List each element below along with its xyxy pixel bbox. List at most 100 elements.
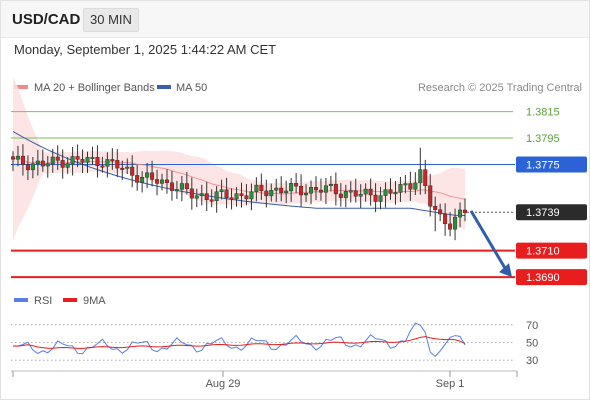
candle-body: [40, 160, 45, 167]
chart-datetime: Monday, September 1, 2025 1:44:22 AM CET: [14, 42, 277, 57]
candle: [408, 171, 413, 201]
candle: [433, 196, 438, 232]
candle-body: [35, 160, 40, 164]
candle-body: [184, 183, 189, 190]
candle-body: [199, 193, 204, 197]
current-price-badge: [516, 204, 587, 221]
candle-body: [150, 172, 155, 180]
candle-body: [50, 156, 55, 164]
candle: [269, 183, 274, 202]
candle-body: [189, 188, 194, 199]
level-badge-1.3710: [516, 242, 587, 259]
candle-body: [75, 156, 80, 160]
candle: [343, 184, 348, 208]
rsi-legend: RSI 9MA: [14, 295, 106, 307]
candle: [20, 144, 25, 176]
candle-body: [65, 163, 70, 168]
candle-body: [328, 183, 333, 186]
candle: [209, 189, 214, 208]
timeframe-badge[interactable]: 30 MIN: [83, 8, 139, 32]
candle: [90, 146, 95, 166]
candle-body: [55, 156, 60, 161]
candle: [353, 178, 358, 203]
rsi-line: [12, 322, 466, 358]
candle: [239, 182, 244, 208]
forecast-arrow: [469, 210, 512, 278]
candle: [274, 178, 279, 203]
candle-body: [309, 187, 314, 194]
bollinger-legend-label: MA 20 + Bollinger Bands: [34, 82, 155, 94]
candle-body: [289, 183, 294, 192]
symbol-title: USD/CAD: [12, 11, 81, 28]
candle-body: [25, 164, 30, 171]
candle-body: [90, 156, 95, 159]
level-label-1.3795: 1.3795: [526, 133, 560, 145]
level-badge-1.3690: [516, 269, 587, 286]
rsi-tick-50: 50: [526, 338, 538, 350]
candle: [304, 184, 309, 203]
candle: [100, 156, 105, 173]
candle-body: [194, 195, 199, 199]
bollinger-band: [13, 77, 465, 242]
candle: [164, 169, 169, 194]
candle: [140, 171, 145, 193]
candle-body: [80, 159, 85, 163]
candle: [60, 149, 65, 179]
candle-body: [338, 193, 343, 198]
candle: [249, 183, 254, 211]
candles: [10, 144, 468, 241]
candle-body: [214, 191, 219, 202]
candle-body: [234, 193, 239, 200]
level-label-1.3775: 1.3775: [526, 160, 560, 172]
level-label-1.3710: 1.3710: [526, 246, 560, 258]
candle-body: [15, 155, 20, 160]
x-tick-label: Aug 29: [206, 378, 241, 390]
candle-body: [204, 193, 209, 200]
candle: [244, 184, 249, 206]
candle: [289, 177, 294, 202]
candle-body: [463, 209, 468, 214]
candle-body: [45, 163, 50, 167]
rsi-legend-label: RSI: [34, 295, 52, 307]
x-tick-label: Sep 1: [436, 378, 465, 390]
candle: [373, 183, 378, 213]
level-lines: [11, 111, 515, 279]
candle: [383, 182, 388, 208]
candle-body: [244, 195, 249, 200]
candle-body: [120, 167, 125, 170]
candle: [413, 172, 418, 195]
candle-body: [10, 156, 15, 160]
rsi-legend-swatch: [14, 298, 28, 302]
candle-body: [373, 194, 378, 202]
bollinger-band-fill: [13, 77, 465, 242]
candle: [284, 180, 289, 204]
candle-body: [20, 155, 25, 165]
candle: [323, 177, 328, 205]
candle: [403, 174, 408, 194]
candle: [463, 198, 468, 222]
candle-body: [100, 165, 105, 168]
x-axis: Aug 29 Sep 1: [11, 370, 518, 390]
rsi-ma-line: [12, 336, 466, 349]
candle-body: [169, 182, 174, 191]
candle: [110, 148, 115, 170]
candle: [50, 148, 55, 173]
candle: [85, 151, 90, 173]
candle-body: [304, 193, 309, 196]
candle: [105, 152, 110, 178]
price-legend: MA 20 + Bollinger Bands MA 50: [14, 82, 207, 94]
candle: [120, 160, 125, 180]
candle-body: [254, 184, 259, 192]
candle: [45, 155, 50, 178]
candle: [204, 181, 209, 212]
candle-body: [383, 189, 388, 196]
candle-body: [259, 184, 264, 192]
candle: [35, 149, 40, 176]
candle: [393, 181, 398, 205]
candle-body: [368, 188, 373, 196]
level-label-1.3690: 1.3690: [526, 272, 560, 284]
candle: [125, 158, 130, 175]
candle-body: [323, 185, 328, 193]
candle: [115, 148, 120, 178]
